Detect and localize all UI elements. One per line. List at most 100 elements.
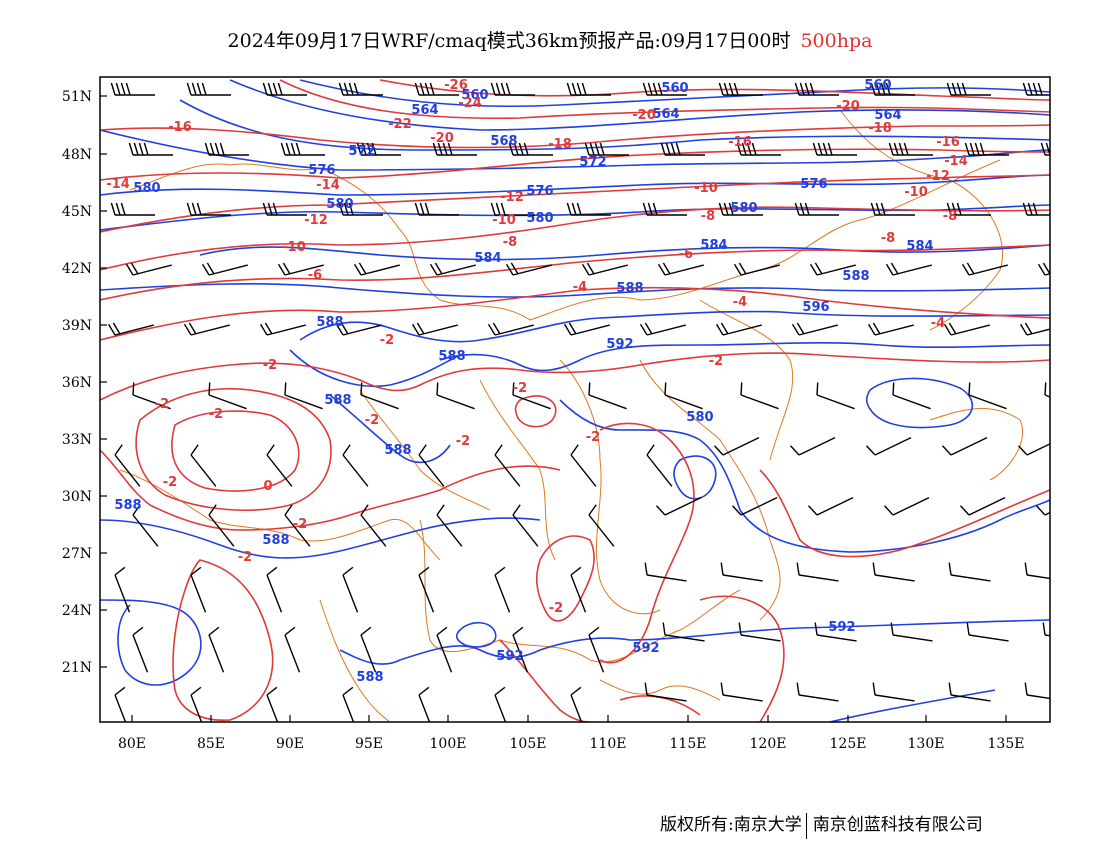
- wind-barb: [110, 202, 155, 216]
- wind-barb: [353, 262, 400, 276]
- height-contour-label: 588: [616, 281, 643, 296]
- longitude-axis: 80E 85E 90E 95E 100E 105E 110E 115E 120E 125E 130E…: [118, 715, 1025, 752]
- lon-label: 100E: [430, 736, 467, 752]
- lat-label: 24N: [62, 603, 92, 619]
- wind-barb: [190, 566, 207, 613]
- temperature-contour-label: -16: [168, 120, 192, 135]
- temperature-contour-label: -2: [155, 397, 169, 412]
- lat-label: 42N: [62, 261, 92, 277]
- height-contour-label: 584: [474, 251, 501, 266]
- lon-label: 80E: [118, 736, 146, 752]
- temperature-contour-label: -10: [492, 213, 516, 228]
- lon-label: 130E: [908, 736, 945, 752]
- lon-label: 115E: [670, 736, 707, 752]
- title-level: 500hpa: [800, 30, 873, 52]
- lat-label: 36N: [62, 375, 92, 391]
- wind-barb: [512, 504, 539, 547]
- wind-barb: [262, 82, 307, 96]
- height-contour-label: 580: [326, 197, 353, 212]
- wind-barb: [494, 686, 507, 722]
- wind-barb: [494, 444, 521, 487]
- wind-barb: [1018, 443, 1050, 456]
- temperature-contour-label: -8: [881, 231, 895, 246]
- wind-barb: [866, 436, 912, 456]
- copyright-left: 版权所有:南京大学: [660, 815, 802, 835]
- wind-barb: [208, 504, 235, 547]
- wind-barb: [660, 142, 705, 156]
- temperature-contour-label: -20: [632, 108, 656, 123]
- wind-barb: [505, 262, 552, 276]
- lon-label: 85E: [197, 736, 225, 752]
- wind-barb: [964, 142, 1009, 156]
- wind-barb: [436, 382, 475, 410]
- height-contour-label: 576: [526, 184, 553, 199]
- wind-barb: [338, 82, 383, 96]
- temperature-contour-label: -18: [868, 121, 892, 136]
- wind-barb: [186, 82, 231, 96]
- wind-barb: [946, 202, 991, 216]
- height-contour-label: 588: [356, 670, 383, 685]
- wind-barb: [948, 562, 991, 582]
- wind-barb: [948, 682, 991, 702]
- lat-label: 45N: [62, 204, 92, 220]
- height-contour-label: 560: [661, 81, 688, 96]
- wind-barb: [418, 566, 435, 613]
- temperature-contour-label: -20: [430, 131, 454, 146]
- wind-barb: [284, 382, 323, 410]
- temperature-contour-label: -16: [936, 135, 960, 150]
- wind-barb: [356, 142, 401, 156]
- wind-barb: [584, 142, 629, 156]
- wind-barb: [266, 566, 283, 613]
- lat-label: 21N: [62, 660, 92, 676]
- height-contour-label: 560: [864, 78, 891, 93]
- wind-barb: [814, 622, 857, 642]
- wind-barb: [960, 496, 1006, 516]
- wind-barb: [204, 142, 249, 156]
- lat-label: 48N: [62, 147, 92, 163]
- height-contour-label: 564: [652, 107, 679, 122]
- wind-barb: [132, 626, 149, 673]
- wind-barb: [107, 322, 154, 336]
- temperature-contour-label: -8: [943, 209, 957, 224]
- temperature-contour-label: -6: [308, 268, 322, 283]
- height-contour-label: 564: [874, 108, 901, 123]
- wind-barb: [588, 626, 605, 673]
- wind-barb: [494, 566, 511, 613]
- wind-barb: [736, 142, 781, 156]
- wind-barb: [644, 682, 687, 702]
- wind-barb: [201, 262, 248, 276]
- wind-barb: [570, 686, 583, 722]
- wind-barb: [570, 566, 587, 613]
- wind-barb: [414, 202, 459, 216]
- wind-barb: [114, 444, 141, 487]
- temperature-contour-label: -12: [304, 213, 328, 228]
- wind-barb: [360, 504, 387, 547]
- temperature-contour-label: -2: [513, 381, 527, 396]
- wind-barb: [284, 504, 311, 547]
- temperature-contour-label: -18: [548, 137, 572, 152]
- lon-label: 135E: [988, 736, 1025, 752]
- copyright-footer: 版权所有:南京大学 南京创蓝科技有限公司: [660, 810, 983, 839]
- title-main: 2024年09月17日WRF/cmaq模式36km预报产品:09月17日00时: [227, 30, 791, 52]
- admin-borders: [119, 109, 1024, 722]
- wind-barb: [885, 262, 932, 276]
- wind-barb: [125, 262, 172, 276]
- wind-barb: [718, 82, 763, 96]
- height-contour-labels: 560 560 560 564 564 564 568 572 572 576 576 576 580 5…: [114, 78, 933, 685]
- wind-barb: [266, 444, 293, 487]
- wind-barb: [872, 562, 915, 582]
- temperature-contour-label: -14: [106, 177, 130, 192]
- latitude-axis: 51N 48N 45N 42N 39N 36N 33N 30N 27N 24N 21N: [62, 89, 107, 676]
- temperature-contour-label: -2: [380, 333, 394, 348]
- lat-label: 33N: [62, 432, 92, 448]
- wind-barb: [566, 202, 611, 216]
- height-contour-label: 580: [686, 410, 713, 425]
- height-contour-label: 588: [324, 393, 351, 408]
- wind-barb: [942, 436, 988, 456]
- wind-barb: [1040, 142, 1050, 156]
- wind-barb: [720, 682, 763, 702]
- lat-label: 30N: [62, 489, 92, 505]
- wind-barb: [796, 682, 839, 702]
- wind-barb: [335, 322, 382, 336]
